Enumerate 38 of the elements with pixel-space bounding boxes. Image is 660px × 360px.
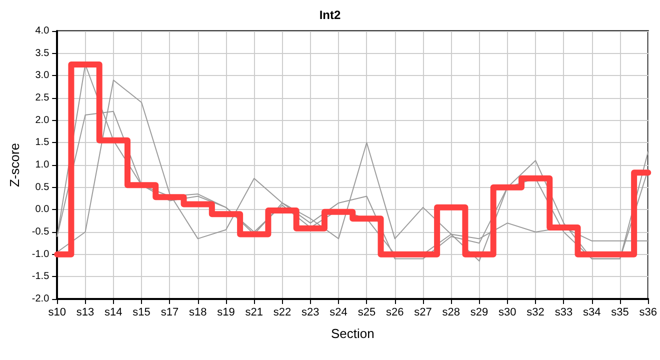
x-tick-label: s36 [639,306,658,318]
y-tick-label: 2.5 [35,92,50,104]
x-tick-label: s21 [245,306,264,318]
x-tick-label: s33 [554,306,573,318]
x-tick-label: s30 [498,306,516,318]
x-tick-label: s28 [442,306,460,318]
chart-title: Int2 [319,8,341,22]
x-tick-label: s14 [104,306,122,318]
x-tick-label: s35 [611,306,629,318]
x-tick-label: s34 [582,306,601,318]
y-axis-title: Z-score [7,142,22,188]
x-tick-label: s10 [48,306,66,318]
y-tick-label: 0.0 [35,204,50,216]
x-tick-label: s24 [330,306,348,318]
x-tick-label: s29 [470,306,488,318]
y-tick-label: 1.5 [35,137,50,148]
x-axis-title: Section [330,326,374,341]
y-tick-label: 0.5 [35,182,50,193]
y-tick-label: 1.0 [35,160,50,170]
y-tick-label: 3.0 [35,70,50,82]
y-tick-label: -0.5 [32,226,50,238]
x-tick-label: s26 [386,306,404,318]
x-tick-label: s15 [132,306,150,318]
y-tick-label: 3.5 [35,48,50,59]
y-tick-label: 2.0 [35,114,50,126]
y-tick-label: -1.0 [32,248,50,260]
y-tick-label: -2.0 [32,294,50,304]
x-tick-label: s17 [160,306,179,318]
x-tick-label: s22 [273,306,292,318]
y-tick-label: -1.5 [32,271,50,282]
x-tick-label: s27 [414,306,432,318]
y-tick-label: 4.0 [35,26,50,36]
x-tick-label: s32 [526,306,544,318]
x-tick-label: s25 [358,306,376,318]
x-tick-label: s13 [76,306,94,318]
x-tick-label: s18 [188,306,207,318]
x-tick-label: s23 [302,306,320,318]
x-tick-label: s19 [217,306,235,318]
